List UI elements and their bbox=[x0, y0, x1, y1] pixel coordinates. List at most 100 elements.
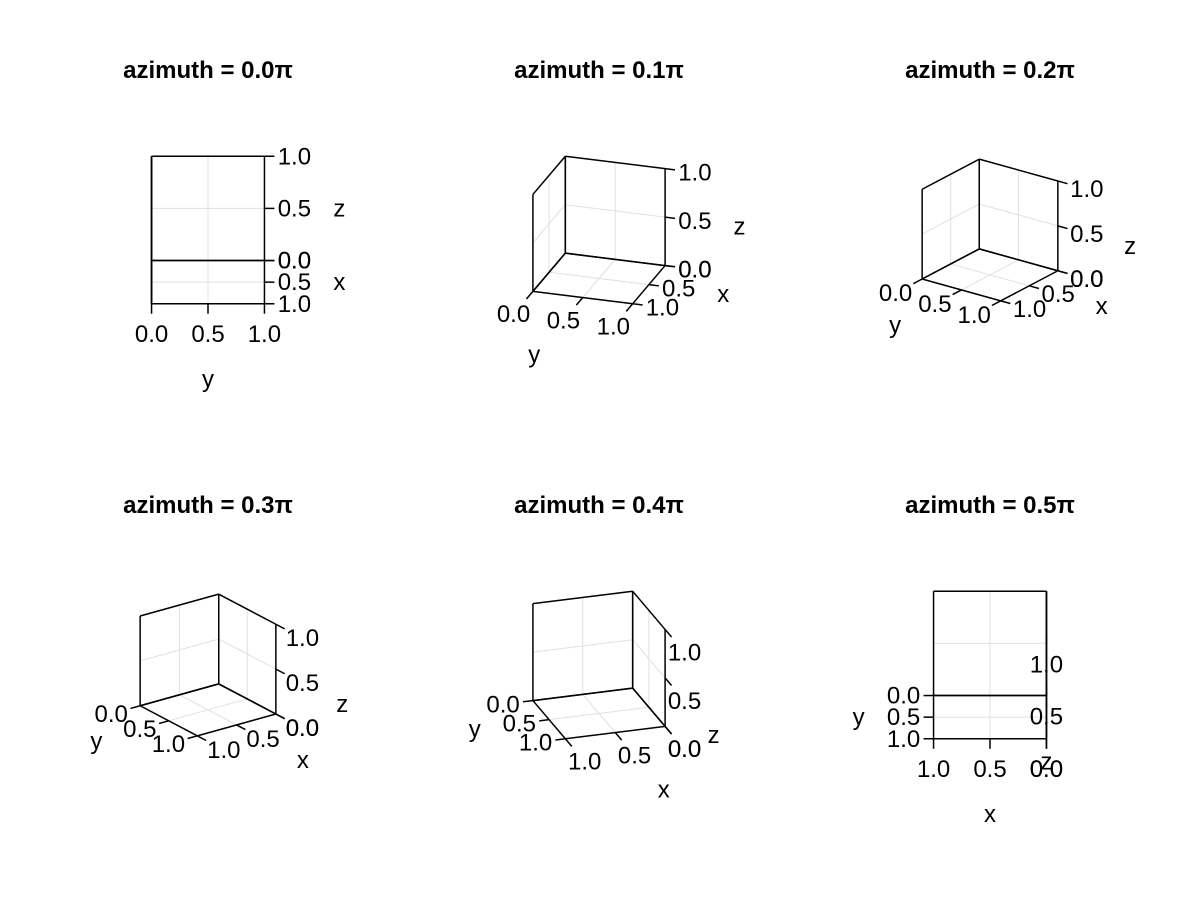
panel-title: azimuth = 0.4π bbox=[514, 492, 684, 519]
y-tick-label: 0.0 bbox=[95, 701, 128, 728]
pane-edge bbox=[218, 593, 277, 625]
y-tick bbox=[555, 738, 566, 741]
x-tick-label: 1.0 bbox=[646, 295, 679, 322]
x-tick-label: 0.0 bbox=[286, 715, 319, 742]
z-tick bbox=[664, 216, 676, 220]
x-tick bbox=[1029, 285, 1040, 290]
grid-line bbox=[140, 638, 219, 662]
y-tick-label: 0.5 bbox=[918, 291, 951, 318]
z-axis-label: z bbox=[333, 195, 345, 222]
x-axis-label: x bbox=[1096, 293, 1108, 320]
y-tick bbox=[525, 290, 534, 300]
z-tick-label: 1.0 bbox=[286, 625, 319, 652]
z-tick bbox=[664, 167, 676, 171]
z-axis-label: z bbox=[336, 691, 348, 718]
y-tick-label: 0.0 bbox=[486, 691, 519, 718]
z-tick bbox=[664, 677, 673, 686]
z-tick-label: 0.5 bbox=[1070, 221, 1103, 248]
y-tick-label: 0.5 bbox=[191, 321, 224, 348]
x-tick-label: 0.5 bbox=[1042, 281, 1075, 308]
grid-line bbox=[582, 259, 616, 298]
z-tick-label: 0.0 bbox=[1070, 266, 1103, 293]
pane-edge bbox=[921, 158, 980, 190]
z-tick-label: 0.5 bbox=[278, 195, 311, 222]
z-tick bbox=[1057, 270, 1068, 275]
z-tick bbox=[1057, 225, 1068, 230]
z-axis: 0.0 0.5 1.0 z bbox=[1030, 634, 1063, 783]
z-tick-label: 0.0 bbox=[678, 256, 711, 283]
pane-edge bbox=[139, 683, 219, 707]
pane-edge bbox=[921, 248, 980, 280]
y-axis-label: y bbox=[202, 366, 214, 393]
y-tick-label: 1.0 bbox=[958, 302, 991, 329]
x-axis: 0.00.51.0 x bbox=[1000, 266, 1108, 323]
pane-edge bbox=[218, 683, 277, 715]
pane-edge bbox=[532, 687, 633, 702]
y-tick bbox=[991, 300, 1002, 307]
y-axis-label: y bbox=[528, 342, 540, 369]
grid-line bbox=[549, 706, 649, 721]
x-axis-label: x bbox=[658, 777, 670, 804]
z-tick-label: 0.0 bbox=[1030, 756, 1063, 783]
z-axis: 0.0 0.5 1.0 z bbox=[664, 159, 746, 283]
x-tick-label: 0.0 bbox=[278, 248, 311, 275]
x-tick-label: 0.0 bbox=[1070, 266, 1103, 293]
y-axis: 0.00.51.0y bbox=[853, 683, 934, 753]
z-tick bbox=[275, 623, 286, 630]
z-tick bbox=[1057, 180, 1068, 185]
z-tick bbox=[664, 725, 673, 735]
x-axis-label: x bbox=[297, 747, 309, 774]
x-tick-label: 0.5 bbox=[246, 726, 279, 753]
x-tick-label: 1.0 bbox=[917, 756, 950, 783]
z-tick bbox=[275, 713, 286, 720]
y-tick-label: 0.5 bbox=[503, 710, 536, 737]
y-tick-label: 0.0 bbox=[879, 280, 912, 307]
y-tick bbox=[158, 720, 169, 725]
pane-edge bbox=[632, 687, 666, 727]
z-tick bbox=[664, 628, 673, 638]
pane-edge bbox=[565, 155, 666, 170]
x-tick bbox=[648, 283, 659, 287]
x-axis: 0.0 0.5 1.0 x bbox=[564, 725, 701, 804]
y-tick bbox=[522, 699, 534, 703]
z-axis-label: z bbox=[734, 213, 746, 240]
grid-line bbox=[532, 204, 566, 244]
panel-title: azimuth = 0.2π bbox=[905, 57, 1075, 84]
grid-line bbox=[218, 638, 277, 670]
x-tick bbox=[236, 724, 246, 731]
axis-panel-1: azimuth = 0.1π0.00.51.0x0.0 0.5 1.0y0.00.5… bbox=[497, 57, 746, 369]
y-tick-label: 1.0 bbox=[519, 730, 552, 757]
axis-panel-2: azimuth = 0.2π0.00.51.0 x0.0 0.5 1.0y0.00.5… bbox=[879, 57, 1136, 339]
axis-panel-5: azimuth = 0.5π0.00.51.0x0.00.51.0y0.00.5… bbox=[853, 492, 1075, 828]
z-axis-label: z bbox=[1124, 233, 1136, 260]
x-axis: 0.00.51.0x bbox=[632, 256, 729, 322]
pane-edge bbox=[532, 290, 633, 305]
x-tick bbox=[632, 303, 643, 306]
x-tick-label: 0.5 bbox=[618, 742, 651, 769]
grid-line bbox=[565, 204, 666, 218]
z-axis: 0.0 0.5 1.0 z bbox=[1057, 176, 1136, 293]
pane-edge bbox=[979, 158, 1059, 182]
pane-edge bbox=[197, 713, 277, 737]
x-tick-label: 1.0 bbox=[568, 749, 601, 776]
y-tick-label: 0.5 bbox=[887, 704, 920, 731]
x-tick-label: 1.0 bbox=[1013, 296, 1046, 323]
pane-edge bbox=[139, 593, 219, 617]
pane-edge bbox=[979, 248, 1059, 272]
y-tick-label: 1.0 bbox=[887, 726, 920, 753]
axis-panel-4: azimuth = 0.4π0.00.51.0x0.00.51.0y0.00.5… bbox=[469, 492, 720, 804]
x-axis-label: x bbox=[333, 269, 345, 296]
grid-line bbox=[979, 203, 1058, 227]
z-axis: 0.0 0.5 1.0 z bbox=[264, 143, 345, 275]
x-axis: 0.00.51.0x bbox=[264, 248, 345, 318]
pane-edge bbox=[532, 252, 566, 292]
panel-title: azimuth = 0.3π bbox=[123, 492, 293, 519]
x-tick-label: 0.0 bbox=[668, 736, 701, 763]
y-tick bbox=[539, 718, 550, 722]
x-axis: 0.00.51.0x bbox=[917, 738, 1063, 828]
y-axis: 0.00.51.0y bbox=[469, 691, 566, 757]
y-tick bbox=[130, 705, 141, 710]
x-tick bbox=[196, 735, 207, 742]
